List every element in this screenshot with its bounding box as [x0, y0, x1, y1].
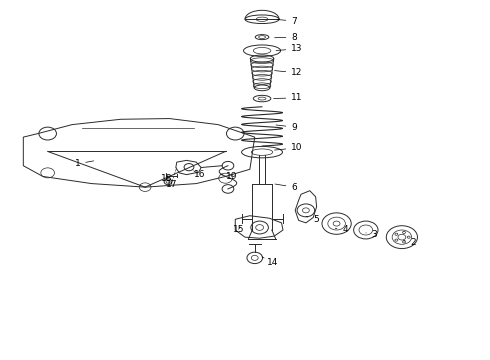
Text: 6: 6 [275, 183, 297, 192]
Text: 2: 2 [404, 238, 416, 247]
Text: 17: 17 [166, 180, 177, 189]
Text: 9: 9 [276, 123, 297, 132]
Text: 7: 7 [277, 17, 297, 26]
Text: 4: 4 [335, 225, 348, 234]
Text: 8: 8 [274, 33, 297, 42]
Text: 10: 10 [274, 143, 303, 152]
Text: 3: 3 [366, 230, 377, 239]
Text: 18: 18 [161, 174, 172, 183]
Text: 19: 19 [220, 172, 237, 181]
Text: 14: 14 [262, 257, 278, 267]
Text: 15: 15 [233, 225, 245, 234]
Text: 5: 5 [306, 215, 319, 224]
Text: 16: 16 [194, 170, 205, 179]
Text: 11: 11 [273, 93, 303, 102]
Text: 1: 1 [74, 159, 94, 168]
Text: 12: 12 [274, 68, 303, 77]
Text: 13: 13 [276, 44, 303, 53]
